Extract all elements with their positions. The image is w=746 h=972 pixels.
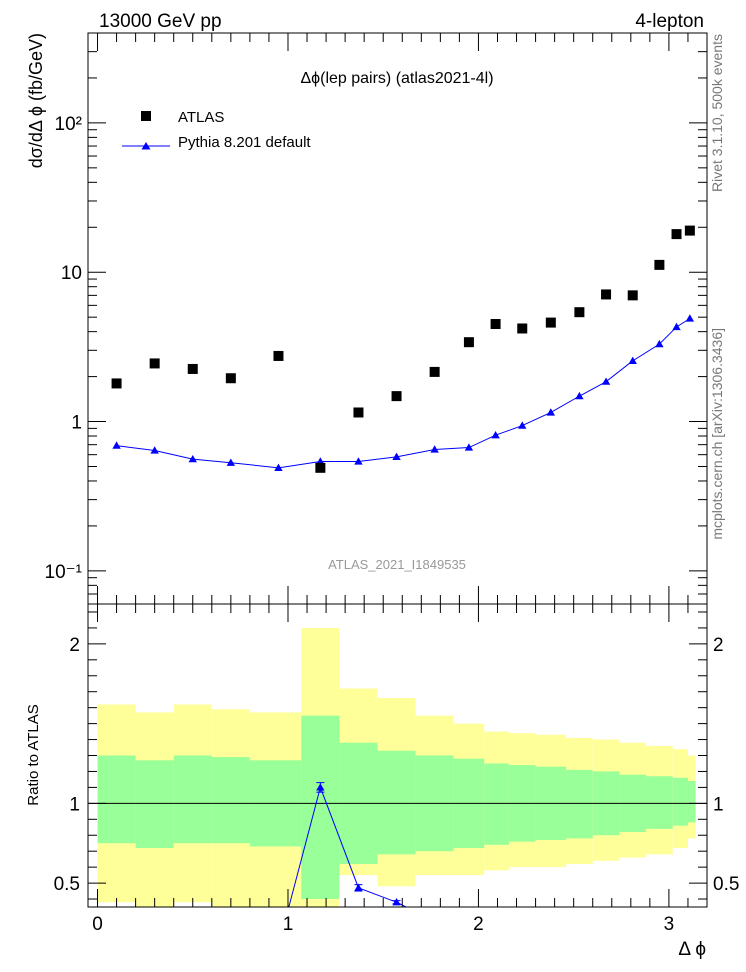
uncertainty-band-green <box>135 760 174 848</box>
x-tick-label: 3 <box>664 914 675 935</box>
ratio-point <box>316 783 325 791</box>
pythia-point <box>226 458 236 466</box>
pythia-point <box>685 314 695 322</box>
pythia-point <box>430 445 439 453</box>
atlas-point <box>517 323 528 334</box>
atlas-point <box>627 290 638 301</box>
ratio-y-tick-label-right: 1 <box>713 794 724 815</box>
legend-label-atlas: ATLAS <box>178 109 224 126</box>
atlas-point <box>187 363 198 374</box>
y-tick-label: 10⁻¹ <box>45 562 83 583</box>
pythia-point <box>112 441 121 449</box>
pythia-point <box>392 452 401 461</box>
uncertainty-band-green <box>211 757 250 844</box>
x-tick-label: 0 <box>92 914 103 935</box>
atlas-point <box>463 337 474 348</box>
uncertainty-band-green <box>687 781 696 823</box>
uncertainty-band-green <box>377 750 416 855</box>
uncertainty-band-green <box>646 776 673 829</box>
pythia-point <box>354 457 363 465</box>
atlas-point <box>391 391 402 402</box>
ratio-y-tick-label-right: 0.5 <box>713 874 739 895</box>
atlas-point <box>429 366 440 377</box>
side-label-mcplots: mcplots.cern.ch [arXiv:1306.3436] <box>709 328 725 540</box>
ratio-y-axis-title: Ratio to ATLAS <box>25 704 42 805</box>
atlas-point <box>574 307 585 318</box>
uncertainty-band-green <box>173 755 212 844</box>
legend-marker-pythia <box>141 142 151 150</box>
y-tick-label: 10² <box>55 114 82 135</box>
header-left: 13000 GeV pp <box>99 11 222 32</box>
atlas-point <box>273 350 284 361</box>
atlas-point <box>601 289 612 300</box>
y-tick-label: 10 <box>61 263 82 284</box>
atlas-point <box>111 378 122 389</box>
ratio-y-tick-label: 2 <box>69 635 80 656</box>
ratio-y-tick-label: 1 <box>69 794 80 815</box>
ratio-y-tick-label-right: 2 <box>713 635 724 656</box>
atlas-point <box>684 225 695 236</box>
legend-marker-atlas <box>141 111 151 121</box>
uncertainty-band-green <box>672 777 688 826</box>
pythia-point <box>628 356 637 364</box>
ratio-point <box>392 898 401 906</box>
ratio-y-tick-label: 0.5 <box>54 874 80 895</box>
y-axis-title: dσ/dΔ ϕ (fb/GeV) <box>26 33 46 168</box>
atlas-point <box>490 319 501 330</box>
pythia-point <box>655 339 664 348</box>
atlas-point <box>353 407 364 418</box>
x-tick-label: 1 <box>283 914 294 935</box>
atlas-point <box>315 462 326 473</box>
side-label-rivet: Rivet 3.1.10, 500k events <box>709 34 725 192</box>
atlas-point <box>225 373 236 384</box>
pythia-point <box>188 454 197 463</box>
x-tick-label: 2 <box>473 914 484 935</box>
x-axis-title: Δ ϕ <box>678 939 706 960</box>
pythia-point <box>491 431 500 439</box>
legend-label-pythia: Pythia 8.201 default <box>178 134 311 151</box>
ratio-point <box>354 883 363 892</box>
pythia-point <box>150 446 159 454</box>
pythia-point <box>464 443 474 451</box>
uncertainty-band-green <box>484 763 509 845</box>
pythia-point <box>672 322 681 331</box>
atlas-point <box>671 229 682 240</box>
pythia-point <box>575 391 584 400</box>
pythia-point <box>601 377 611 385</box>
atlas-point <box>545 317 556 328</box>
uncertainty-band-green <box>566 769 593 839</box>
pythia-point <box>274 463 283 471</box>
uncertainty-band-green <box>97 755 136 844</box>
y-tick-label: 1 <box>71 413 82 434</box>
legend: ATLAS Pythia 8.201 default <box>122 109 311 151</box>
atlas-point <box>654 259 665 270</box>
uncertainty-band-green <box>301 715 340 900</box>
header-right: 4-lepton <box>635 11 704 32</box>
atlas-point <box>149 358 160 369</box>
watermark: ATLAS_2021_I1849535 <box>328 557 466 572</box>
pythia-point <box>518 421 527 429</box>
pythia-point <box>546 408 556 416</box>
plot-title: Δϕ(lep pairs) (atlas2021-4l) <box>300 70 493 87</box>
ratio-panel: 0.5 0.5 1 1 2 2 0 1 2 3 Ratio to ATLAS Δ ϕ <box>25 603 739 960</box>
